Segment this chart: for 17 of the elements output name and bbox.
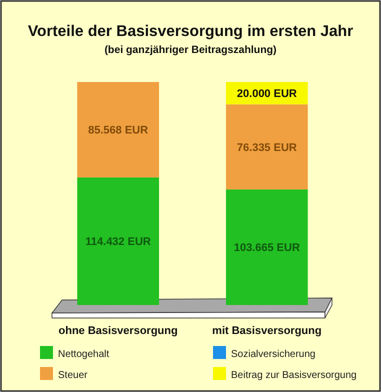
- data-label: 85.568 EUR: [88, 124, 148, 137]
- x-tick-label: ohne Basisversorgung: [58, 325, 178, 337]
- chart-title: Vorteile der Basisversorgung im ersten Jahr: [28, 23, 354, 40]
- data-label: 76.335 EUR: [236, 142, 297, 154]
- chart-subtitle: (bei ganzjähriger Beitragszahlung): [104, 44, 277, 56]
- x-tick-label: mit Basisversorgung: [212, 325, 322, 337]
- data-label: 103.665 EUR: [234, 242, 300, 254]
- legend-label: Beitrag zur Basisversorgung: [231, 370, 357, 381]
- bar: [77, 82, 160, 178]
- legend-label: Steuer: [58, 370, 88, 381]
- legend-label: Sozialversicherung: [231, 349, 316, 360]
- bar: [77, 177, 160, 305]
- data-label: 20.000 EUR: [236, 88, 297, 100]
- data-label: 114.432 EUR: [85, 236, 151, 248]
- legend-label: Nettogehalt: [58, 349, 110, 360]
- bar: [226, 189, 308, 305]
- bar: [226, 104, 308, 190]
